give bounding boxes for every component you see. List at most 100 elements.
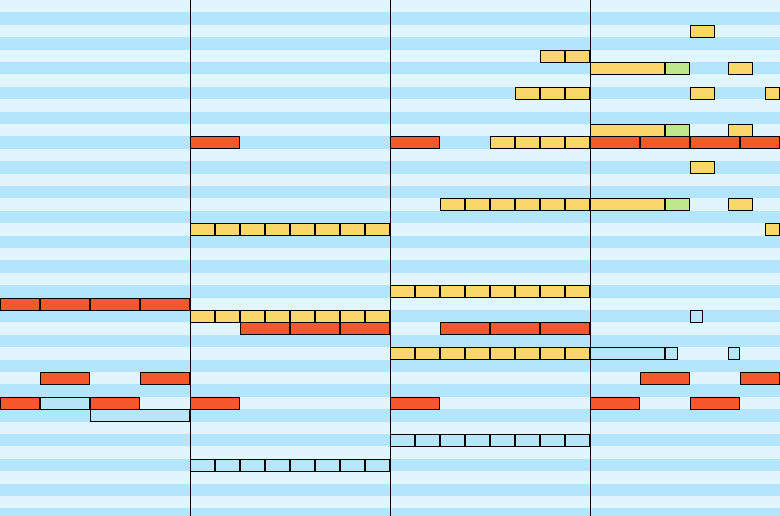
note-block[interactable]: [215, 458, 240, 472]
note-block[interactable]: [315, 310, 340, 323]
note-block[interactable]: [0, 396, 40, 410]
note-block[interactable]: [340, 322, 390, 336]
note-block[interactable]: [565, 198, 590, 212]
note-block[interactable]: [515, 285, 540, 299]
note-block[interactable]: [440, 347, 465, 361]
note-block[interactable]: [240, 458, 265, 472]
note-block[interactable]: [190, 136, 240, 150]
note-block[interactable]: [190, 223, 215, 237]
note-block[interactable]: [640, 136, 690, 150]
note-block[interactable]: [215, 310, 240, 323]
note-block[interactable]: [765, 223, 780, 237]
note-block[interactable]: [340, 458, 365, 472]
note-block[interactable]: [465, 285, 490, 299]
note-block[interactable]: [140, 297, 190, 311]
note-block[interactable]: [515, 86, 540, 100]
note-block[interactable]: [640, 372, 690, 385]
note-block[interactable]: [540, 285, 565, 299]
note-block[interactable]: [740, 372, 780, 385]
note-block[interactable]: [290, 322, 340, 336]
note-block[interactable]: [90, 396, 140, 410]
note-block[interactable]: [690, 86, 715, 100]
note-block[interactable]: [265, 310, 290, 323]
note-block[interactable]: [690, 161, 715, 175]
note-block[interactable]: [415, 347, 440, 361]
note-block[interactable]: [590, 62, 665, 75]
note-block[interactable]: [540, 347, 565, 361]
note-block[interactable]: [540, 136, 565, 150]
note-block[interactable]: [490, 136, 515, 150]
note-block[interactable]: [565, 49, 590, 63]
note-block[interactable]: [727, 198, 753, 212]
note-block[interactable]: [290, 223, 315, 237]
note-block[interactable]: [727, 62, 753, 75]
note-block[interactable]: [140, 372, 190, 385]
note-block[interactable]: [390, 136, 440, 150]
note-block[interactable]: [390, 347, 415, 361]
note-block[interactable]: [240, 322, 290, 336]
note-block[interactable]: [540, 49, 565, 63]
note-block[interactable]: [0, 297, 40, 311]
note-block[interactable]: [440, 285, 465, 299]
note-block[interactable]: [665, 347, 678, 361]
note-block[interactable]: [340, 223, 365, 237]
note-block[interactable]: [515, 136, 540, 150]
note-block[interactable]: [440, 198, 465, 212]
note-block[interactable]: [565, 434, 590, 447]
note-block[interactable]: [390, 285, 415, 299]
note-block[interactable]: [215, 223, 240, 237]
note-block[interactable]: [690, 310, 703, 323]
note-block[interactable]: [465, 434, 490, 447]
note-block[interactable]: [265, 223, 290, 237]
note-block[interactable]: [490, 285, 515, 299]
note-block[interactable]: [365, 310, 390, 323]
note-block[interactable]: [315, 223, 340, 237]
note-block[interactable]: [565, 136, 590, 150]
note-block[interactable]: [665, 62, 690, 75]
note-block[interactable]: [390, 434, 415, 447]
note-block[interactable]: [665, 198, 690, 212]
note-block[interactable]: [465, 347, 490, 361]
note-block[interactable]: [590, 396, 640, 410]
note-block[interactable]: [665, 124, 690, 137]
note-block[interactable]: [540, 434, 565, 447]
note-block[interactable]: [190, 396, 240, 410]
note-block[interactable]: [190, 458, 215, 472]
note-block[interactable]: [690, 24, 715, 38]
note-block[interactable]: [340, 310, 365, 323]
note-block[interactable]: [365, 223, 390, 237]
note-block[interactable]: [415, 285, 440, 299]
note-block[interactable]: [265, 458, 290, 472]
note-block[interactable]: [315, 458, 340, 472]
note-block[interactable]: [740, 136, 780, 150]
note-block[interactable]: [590, 198, 665, 212]
note-block[interactable]: [290, 458, 315, 472]
note-block[interactable]: [240, 310, 265, 323]
note-block[interactable]: [727, 347, 740, 361]
note-block[interactable]: [490, 322, 540, 336]
note-block[interactable]: [365, 458, 390, 472]
note-block[interactable]: [590, 136, 640, 150]
note-block[interactable]: [40, 372, 90, 385]
note-block[interactable]: [540, 86, 565, 100]
note-block[interactable]: [590, 347, 665, 361]
note-block[interactable]: [690, 136, 740, 150]
note-block[interactable]: [90, 409, 190, 423]
note-block[interactable]: [490, 198, 515, 212]
note-block[interactable]: [565, 285, 590, 299]
note-block[interactable]: [240, 223, 265, 237]
note-block[interactable]: [590, 124, 665, 137]
note-block[interactable]: [515, 434, 540, 447]
note-block[interactable]: [190, 310, 215, 323]
note-block[interactable]: [565, 86, 590, 100]
note-block[interactable]: [540, 322, 590, 336]
note-block[interactable]: [90, 297, 140, 311]
note-block[interactable]: [290, 310, 315, 323]
note-block[interactable]: [515, 198, 540, 212]
note-block[interactable]: [40, 297, 90, 311]
note-block[interactable]: [515, 347, 540, 361]
note-block[interactable]: [440, 322, 490, 336]
note-block[interactable]: [490, 434, 515, 447]
note-block[interactable]: [565, 347, 590, 361]
